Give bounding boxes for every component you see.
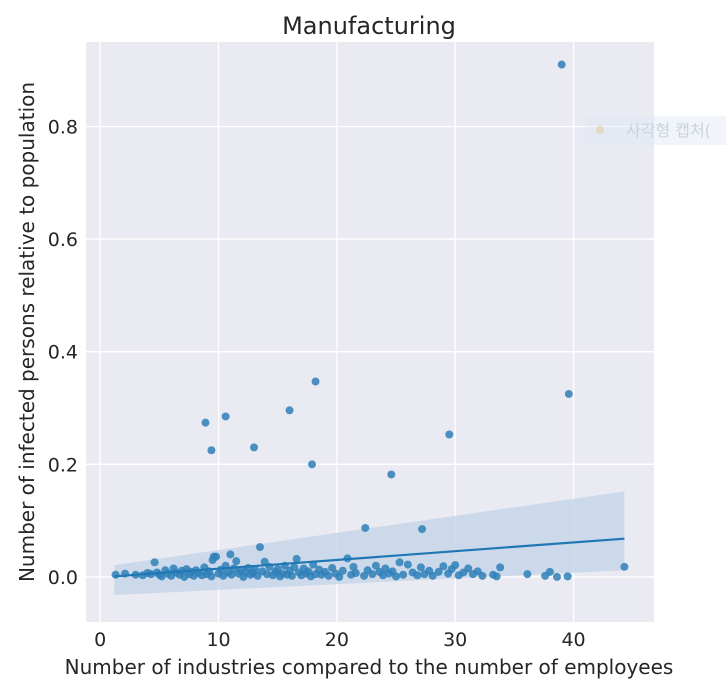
y-tick-label: 0.4 <box>48 342 78 364</box>
overlay-box <box>585 116 726 145</box>
overlay-text: 사각형 캡처( <box>626 121 711 140</box>
x-tick-label: 40 <box>561 629 585 651</box>
data-point <box>338 566 347 575</box>
data-point <box>285 406 294 415</box>
data-point <box>464 564 473 573</box>
y-tick-label: 0.0 <box>48 567 78 589</box>
data-point <box>311 377 320 386</box>
data-point <box>552 572 561 581</box>
data-point <box>434 567 443 576</box>
data-point <box>324 571 333 580</box>
data-point <box>387 470 396 479</box>
data-point <box>492 572 501 581</box>
data-point <box>545 567 554 576</box>
x-axis-label: Number of industries compared to the num… <box>65 655 674 679</box>
data-point <box>620 562 629 571</box>
data-point <box>428 571 437 580</box>
overlay-bullet-icon <box>596 126 604 134</box>
data-point <box>361 523 370 532</box>
data-point <box>150 558 159 567</box>
data-point <box>523 570 532 579</box>
data-point <box>563 572 572 581</box>
data-point <box>478 571 487 580</box>
data-point <box>403 560 412 569</box>
y-tick-label: 0.6 <box>48 229 78 251</box>
data-point <box>207 446 216 455</box>
data-point <box>212 552 221 561</box>
data-point <box>368 570 377 579</box>
data-point <box>445 430 454 439</box>
data-point <box>564 389 573 398</box>
data-point <box>232 557 241 566</box>
data-point <box>451 561 460 570</box>
data-point <box>308 460 317 469</box>
tick-labels: 0 10 20 30 40 0.0 0.2 0.4 0.6 0.8 <box>48 116 586 651</box>
data-point <box>250 443 259 452</box>
data-point <box>335 572 344 581</box>
data-point <box>292 554 301 563</box>
data-point <box>221 412 230 421</box>
data-point <box>413 571 422 580</box>
y-tick-label: 0.8 <box>48 116 78 138</box>
data-point <box>351 569 360 578</box>
data-point <box>290 563 299 572</box>
data-point <box>496 563 505 572</box>
x-tick-label: 20 <box>325 629 349 651</box>
data-point <box>255 543 264 552</box>
data-point <box>207 572 216 581</box>
data-point <box>399 570 408 579</box>
data-point <box>201 418 210 427</box>
data-point <box>349 562 358 571</box>
y-axis-label: Number of infected persons relative to p… <box>15 82 39 582</box>
data-point <box>157 572 166 581</box>
data-point <box>251 565 260 574</box>
data-point <box>371 561 380 570</box>
data-point <box>557 60 566 69</box>
data-point <box>392 572 401 581</box>
data-point <box>439 562 448 571</box>
data-point <box>260 557 269 566</box>
x-tick-label: 30 <box>443 629 467 651</box>
data-point <box>227 570 236 579</box>
data-point <box>111 570 120 579</box>
data-point <box>287 571 296 580</box>
data-point <box>226 550 235 559</box>
y-tick-label: 0.2 <box>48 454 78 476</box>
data-point <box>418 525 427 534</box>
x-tick-label: 0 <box>94 629 106 651</box>
chart-title: Manufacturing <box>282 12 456 40</box>
x-tick-label: 10 <box>206 629 230 651</box>
screen-capture-overlay: 사각형 캡처( <box>585 116 726 145</box>
data-point <box>263 570 272 579</box>
regression-line-group <box>114 537 625 578</box>
regression-line <box>114 537 625 578</box>
data-point <box>395 558 404 567</box>
data-point <box>416 563 425 572</box>
